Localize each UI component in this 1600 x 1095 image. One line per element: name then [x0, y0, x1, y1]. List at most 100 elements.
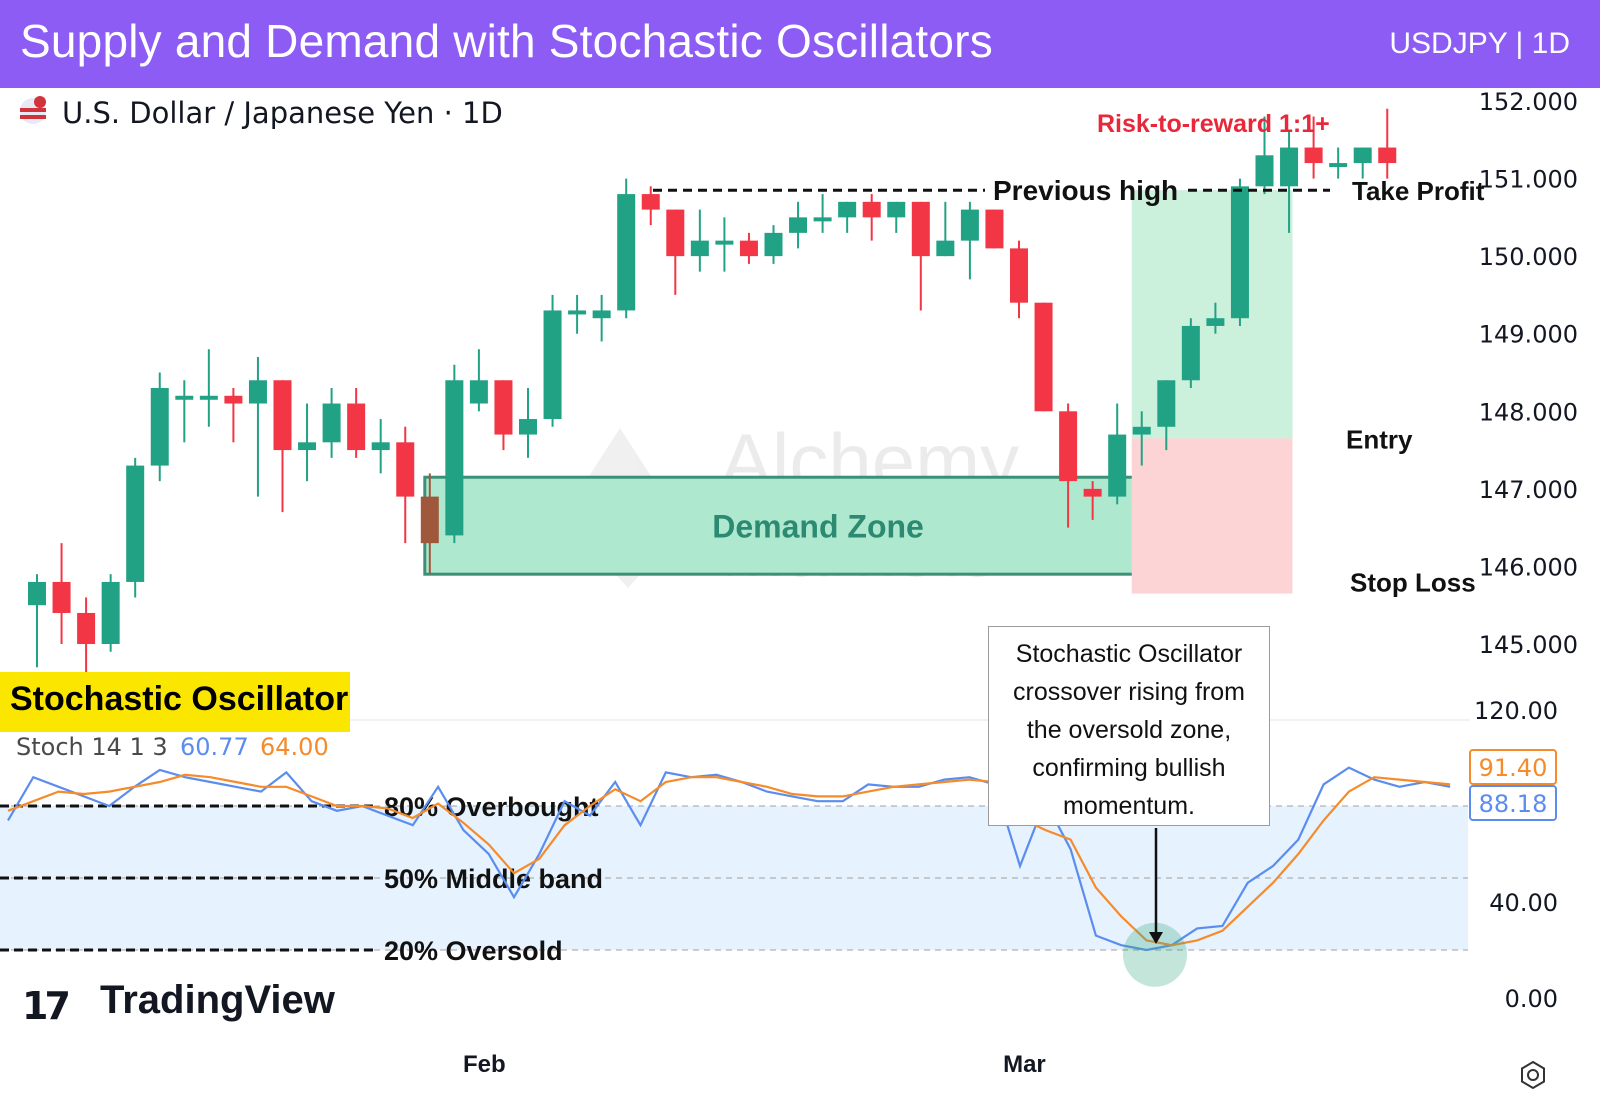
time-axis: Feb Mar [463, 1051, 1046, 1078]
instrument-header: U.S. Dollar / Japanese Yen · 1D [20, 96, 503, 130]
candle-body [568, 310, 587, 315]
stoch-legend: Stoch 14 1 3 60.77 64.00 [16, 733, 329, 761]
candle-body [960, 209, 979, 241]
price-tick-label: 149.000 [1479, 321, 1578, 349]
candle-body [715, 240, 734, 245]
candle-body [838, 201, 857, 218]
stoch-d-badge-value: 91.40 [1479, 754, 1548, 782]
stoch-d-badge [1469, 749, 1557, 785]
candle-body [1206, 318, 1225, 326]
candle-body [150, 388, 169, 466]
stoch-d-line [7, 773, 1451, 947]
candle-body [199, 395, 218, 400]
candle-body [1083, 488, 1102, 497]
candle-body [739, 240, 758, 257]
stoch-legend-d: 64.00 [260, 733, 329, 761]
candle-body [764, 232, 783, 257]
stochastic-annotation: Stochastic Oscillator crossover rising f… [988, 626, 1270, 826]
tradingview-wordmark: TradingView [100, 978, 335, 1022]
candle-body [1304, 147, 1323, 164]
candle-body [543, 310, 562, 420]
candle-body [371, 442, 390, 451]
candle-body [1108, 434, 1127, 497]
banner-symbol: USDJPY | 1D [1389, 27, 1570, 60]
candle-body [77, 612, 96, 644]
candle-body [52, 581, 71, 613]
stochastic-panel: 80% Overbought 50% Middle band 20% Oversol… [0, 697, 1558, 1013]
candle-body [519, 419, 537, 435]
stoch-tick-label: 40.00 [1489, 889, 1558, 917]
candle-body [494, 380, 513, 435]
demand-zone [423, 475, 1168, 576]
candle-body [936, 240, 955, 257]
price-tick-label: 147.000 [1479, 476, 1578, 504]
zones-layer: Demand Zone [423, 190, 1293, 594]
candle-body [813, 217, 832, 222]
candle-body [1230, 186, 1249, 319]
oscillator-tag-label: Stochastic Oscillator [10, 680, 349, 718]
candle-body [1034, 302, 1053, 412]
candle-body [1010, 248, 1028, 303]
stoch-legend-name: Stoch 14 1 3 [16, 733, 168, 761]
candle-body [1157, 380, 1176, 427]
time-tick-label: Feb [463, 1051, 506, 1078]
candle-body [224, 395, 243, 404]
candle-body [347, 403, 366, 451]
demand-zone-label: Demand Zone [712, 509, 924, 545]
crossover-marker [1123, 922, 1187, 987]
candle-body [666, 209, 685, 257]
stoch-k-badge [1469, 785, 1557, 821]
candle-body [1132, 426, 1151, 435]
stoch-k-line [7, 766, 1451, 952]
previous-high-label: Previous high [993, 175, 1178, 206]
stop-zone [1131, 438, 1293, 594]
candle-body [273, 380, 292, 451]
stoch-tick-label: 120.00 [1474, 697, 1558, 725]
flag-stripe [20, 115, 46, 119]
candles-layer [28, 108, 1397, 676]
candle-body [887, 201, 906, 218]
time-tick-label: Mar [1003, 1051, 1046, 1078]
header-banner: Supply and Demand with Stochastic Oscill… [0, 0, 1600, 88]
candle-body [322, 403, 341, 443]
price-axis: 152.000 151.000 150.000 149.000 148.000 147.0… [1479, 88, 1578, 659]
candle-body [985, 209, 1004, 249]
candle-body [1255, 155, 1274, 187]
stoch-legend-k: 60.77 [180, 733, 249, 761]
annotations-layer: Previous high Risk-to-reward 1:1+ Take Pro… [653, 110, 1485, 598]
oscillator-tag: Stochastic Oscillator [0, 672, 350, 732]
candle-body [420, 496, 439, 544]
stoch-k-badge-value: 88.18 [1479, 790, 1548, 818]
risk-reward-label: Risk-to-reward 1:1+ [1097, 110, 1330, 138]
stop-loss-label: Stop Loss [1350, 568, 1476, 598]
flag-sun [34, 96, 46, 108]
candle-body [1280, 147, 1299, 187]
candle-body [396, 442, 415, 497]
flag-stripe [20, 108, 46, 112]
candle-body [1181, 325, 1200, 381]
instrument-title: U.S. Dollar / Japanese Yen · 1D [62, 96, 503, 130]
callout-arrowhead [1149, 932, 1163, 944]
candle-body [248, 380, 267, 404]
candle-body [126, 465, 145, 582]
price-tick-label: 148.000 [1479, 398, 1578, 426]
stoch-band-label: 20% Oversold [384, 936, 563, 966]
candle-body [298, 442, 317, 451]
candle-body [101, 581, 120, 644]
price-tick-label: 152.000 [1479, 88, 1578, 116]
candle-body [469, 380, 488, 404]
stoch-band-label: 80% Overbought [384, 792, 599, 822]
price-tick-label: 146.000 [1479, 553, 1578, 581]
candle-body [690, 240, 709, 257]
stoch-band-label: 50% Middle band [384, 864, 603, 894]
candle-body [28, 581, 46, 606]
candle-body [592, 310, 611, 319]
target-zone [1131, 190, 1293, 439]
candle-body [617, 194, 636, 311]
price-chart[interactable]: Alchemy Markets U.S. Dollar / Japanese Y… [0, 88, 1600, 1095]
candle-body [911, 201, 930, 257]
price-tick-label: 145.000 [1479, 631, 1578, 659]
candle-body [862, 201, 881, 218]
gear-icon[interactable] [1518, 1060, 1548, 1090]
take-profit-label: Take Profit [1352, 176, 1485, 206]
